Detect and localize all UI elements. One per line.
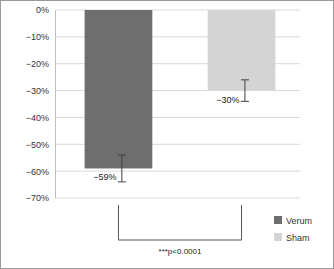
legend-swatch xyxy=(274,216,282,224)
legend-label: Verum xyxy=(286,216,312,226)
chart: 0% −10% −20% −30% −40% −50% −60% −70% −59% −30% **… xyxy=(0,0,334,269)
bar xyxy=(85,10,153,168)
error-bar-line xyxy=(244,80,245,101)
frame xyxy=(1,1,334,269)
annotation: ***p<0.0001 xyxy=(159,247,202,256)
bar xyxy=(208,10,276,91)
axis-line xyxy=(55,11,56,199)
tick: −50% xyxy=(26,140,55,150)
legend-label: Sham xyxy=(286,233,310,243)
tick-label: −10% xyxy=(26,32,49,42)
bars xyxy=(85,10,276,182)
error-bar-line xyxy=(118,181,126,182)
error-bar xyxy=(241,80,249,101)
bracket-line xyxy=(118,205,241,240)
error-bar-line xyxy=(241,101,249,102)
legend: Verum Sham xyxy=(274,216,312,243)
tick: −70% xyxy=(26,193,55,203)
grid-line xyxy=(55,198,300,199)
tick: −20% xyxy=(26,59,55,69)
tick-label: −40% xyxy=(26,113,49,123)
y-axis: 0% −10% −20% −30% −40% −50% −60% −70% xyxy=(26,5,56,203)
tick-label: −70% xyxy=(26,193,49,203)
tick: −30% xyxy=(26,86,55,96)
tick-label: −50% xyxy=(26,140,49,150)
plot: 0% −10% −20% −30% −40% −50% −60% −70% −59% −30% xyxy=(26,5,300,203)
legend-item: Verum xyxy=(274,216,312,226)
error-bar xyxy=(118,155,126,182)
tick-label: −60% xyxy=(26,167,49,177)
tick-label: −30% xyxy=(26,86,49,96)
legend-swatch xyxy=(274,233,282,241)
error-bar-line xyxy=(118,155,126,156)
data-label: −30% xyxy=(216,95,239,105)
error-bar-line xyxy=(241,79,249,80)
tick: −10% xyxy=(26,32,55,42)
tick-label: 0% xyxy=(36,5,49,15)
tick: −60% xyxy=(26,167,55,177)
data-label: −59% xyxy=(93,172,116,182)
error-bar-line xyxy=(121,155,122,182)
grid xyxy=(55,10,300,198)
tick: −40% xyxy=(26,113,55,123)
grid-line xyxy=(55,171,300,172)
data-labels: −59% −30% xyxy=(93,95,239,183)
significance-bracket xyxy=(118,205,241,240)
tick: 0% xyxy=(36,5,55,15)
tick-label: −20% xyxy=(26,59,49,69)
legend-item: Sham xyxy=(274,233,310,243)
